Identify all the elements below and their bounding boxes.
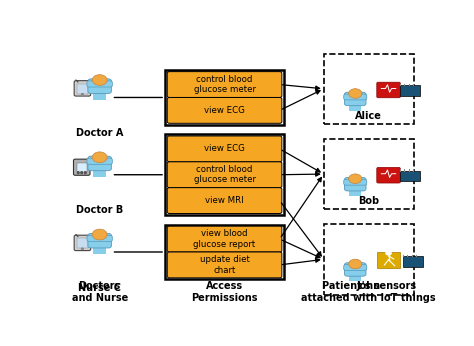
Bar xyxy=(402,256,423,267)
FancyBboxPatch shape xyxy=(344,94,367,100)
Bar xyxy=(349,274,361,282)
FancyBboxPatch shape xyxy=(345,177,366,191)
Circle shape xyxy=(78,172,79,173)
Bar xyxy=(349,103,361,111)
Text: update diet
chart: update diet chart xyxy=(200,255,249,275)
FancyBboxPatch shape xyxy=(88,79,111,93)
FancyBboxPatch shape xyxy=(377,82,401,98)
Text: Patient's sensors
attached with IoT things: Patient's sensors attached with IoT thin… xyxy=(301,281,436,303)
FancyBboxPatch shape xyxy=(167,252,282,278)
FancyBboxPatch shape xyxy=(74,235,91,251)
Bar xyxy=(324,139,414,209)
FancyBboxPatch shape xyxy=(88,234,111,248)
Circle shape xyxy=(85,173,86,174)
Circle shape xyxy=(386,251,391,255)
FancyBboxPatch shape xyxy=(167,98,282,123)
Bar xyxy=(400,171,420,181)
FancyBboxPatch shape xyxy=(167,72,282,98)
Text: view ECG: view ECG xyxy=(204,144,245,153)
Bar xyxy=(324,224,414,295)
Text: control blood
glucose meter: control blood glucose meter xyxy=(193,75,255,94)
Text: Nurse C: Nurse C xyxy=(78,283,121,293)
FancyBboxPatch shape xyxy=(344,179,367,185)
Bar xyxy=(377,252,400,268)
Text: Doctor A: Doctor A xyxy=(76,128,123,138)
FancyBboxPatch shape xyxy=(344,265,367,271)
Text: view blood
glucose report: view blood glucose report xyxy=(193,229,255,249)
Text: Alice: Alice xyxy=(356,111,382,121)
FancyBboxPatch shape xyxy=(167,162,282,188)
Bar xyxy=(165,134,284,215)
Circle shape xyxy=(82,248,83,249)
Bar xyxy=(165,70,284,125)
Text: view ECG: view ECG xyxy=(204,106,245,115)
Bar xyxy=(93,246,107,254)
Circle shape xyxy=(81,173,82,174)
FancyBboxPatch shape xyxy=(345,263,366,276)
Bar xyxy=(349,189,361,196)
Circle shape xyxy=(85,172,86,173)
Circle shape xyxy=(81,172,82,173)
Bar xyxy=(77,163,87,172)
Bar xyxy=(93,168,107,177)
FancyBboxPatch shape xyxy=(88,156,111,171)
Text: Bob: Bob xyxy=(358,196,379,206)
Bar xyxy=(324,54,414,124)
Circle shape xyxy=(78,172,79,173)
Circle shape xyxy=(82,93,83,95)
Text: Access
Permissions: Access Permissions xyxy=(191,281,258,303)
Text: Doctors
and Nurse: Doctors and Nurse xyxy=(72,281,128,303)
Circle shape xyxy=(92,152,107,163)
Circle shape xyxy=(92,75,107,85)
Bar xyxy=(165,225,284,280)
Circle shape xyxy=(78,173,79,174)
Circle shape xyxy=(92,229,107,240)
Circle shape xyxy=(85,172,86,173)
FancyBboxPatch shape xyxy=(167,188,282,213)
Bar xyxy=(93,91,107,100)
FancyBboxPatch shape xyxy=(87,158,112,164)
FancyBboxPatch shape xyxy=(167,136,282,162)
Text: John: John xyxy=(356,281,381,291)
FancyBboxPatch shape xyxy=(87,81,112,87)
Circle shape xyxy=(81,172,82,173)
Text: control blood
glucose meter: control blood glucose meter xyxy=(193,165,255,184)
Text: view MRI: view MRI xyxy=(205,196,244,205)
Bar xyxy=(77,238,88,248)
Circle shape xyxy=(348,174,362,183)
FancyBboxPatch shape xyxy=(345,92,366,106)
FancyBboxPatch shape xyxy=(87,235,112,242)
Bar xyxy=(77,84,88,94)
Bar xyxy=(400,85,420,96)
FancyBboxPatch shape xyxy=(73,159,90,175)
FancyBboxPatch shape xyxy=(167,226,282,252)
Circle shape xyxy=(348,259,362,269)
Text: Doctor B: Doctor B xyxy=(76,206,123,215)
FancyBboxPatch shape xyxy=(377,167,401,183)
Circle shape xyxy=(348,89,362,98)
FancyBboxPatch shape xyxy=(74,81,91,96)
